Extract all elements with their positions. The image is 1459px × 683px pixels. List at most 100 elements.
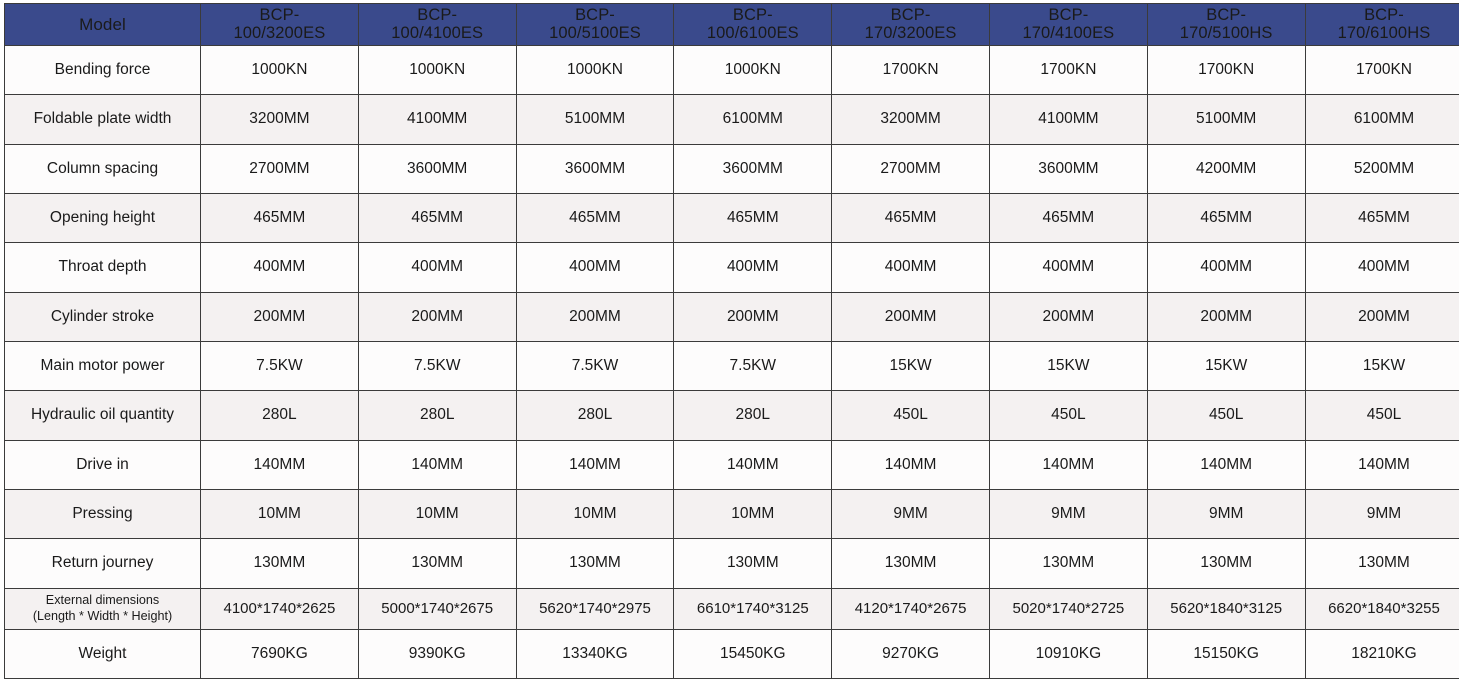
table-cell: 15450KG [673,628,833,680]
table-cell: 5620*1740*2975 [515,587,675,630]
table-cell: 1700KN [831,44,990,96]
table-cell: 1700KN [988,44,1148,96]
header-cell-model-3: BCP- 100/5100ES [515,3,675,46]
table-cell: 4100MM [357,94,517,145]
header-model-prefix: BCP- [1364,6,1404,24]
table-row: Throat depth 400MM 400MM 400MM 400MM 400MM 400… [4,242,1459,293]
table-cell: 450L [1146,390,1306,441]
table-cell: 1000KN [673,44,833,96]
row-label-line2: (Length * Width * Height) [32,608,173,623]
table-cell: 15KW [1146,340,1306,392]
header-model-suffix: 170/4100ES [1022,24,1115,43]
table-cell: 5200MM [1304,143,1459,194]
table-cell: 465MM [515,192,675,244]
table-cell: 9MM [1304,488,1459,540]
header-cell-model-2: BCP- 100/4100ES [357,3,517,46]
table-cell: 3600MM [357,143,517,194]
table-cell: 280L [673,390,833,441]
table-cell: 1000KN [357,44,517,96]
table-cell: 3600MM [673,143,833,194]
table-cell: 130MM [515,538,675,589]
table-row: Main motor power 7.5KW 7.5KW 7.5KW 7.5KW 15KW… [4,340,1459,392]
table-cell: 15KW [1304,340,1459,392]
row-label: External dimensions (Length * Width * Hei… [4,587,201,630]
table-cell: 400MM [200,242,359,293]
table-cell: 4100*1740*2625 [200,587,359,630]
header-model-prefix: BCP- [259,6,300,24]
table-cell: 465MM [1304,192,1459,244]
table-cell: 465MM [1146,192,1306,244]
table-cell: 200MM [200,291,359,342]
table-cell: 465MM [988,192,1148,244]
header-model-suffix: 170/5100HS [1179,24,1273,43]
header-model-suffix: 170/3200ES [864,24,957,43]
table-cell: 140MM [988,439,1148,490]
table-cell: 7.5KW [200,340,359,392]
table-cell: 450L [1304,390,1459,441]
table-cell: 280L [515,390,675,441]
table-cell: 400MM [831,242,990,293]
row-label: Foldable plate width [4,94,201,145]
table-cell: 13340KG [515,628,675,680]
table-cell: 140MM [515,439,675,490]
table-row: Return journey 130MM 130MM 130MM 130MM 130MM 1… [4,538,1459,589]
table-cell: 5620*1840*3125 [1146,587,1306,630]
table-cell: 15150KG [1146,628,1306,680]
table-row: Opening height 465MM 465MM 465MM 465MM 465MM 4… [4,192,1459,244]
table-cell: 7690KG [200,628,359,680]
table-cell: 2700MM [831,143,990,194]
table-cell: 140MM [831,439,990,490]
row-label: Return journey [4,538,201,589]
header-cell-model: Model [4,3,201,46]
row-label: Main motor power [4,340,201,392]
header-model-prefix: BCP- [732,6,773,24]
table-cell: 10MM [200,488,359,540]
table-cell: 400MM [988,242,1148,293]
table-cell: 7.5KW [357,340,517,392]
table-row: Bending force 1000KN 1000KN 1000KN 1000KN 170… [4,44,1459,96]
table-cell: 5020*1740*2725 [988,587,1148,630]
table-cell: 9MM [988,488,1148,540]
table-cell: 280L [200,390,359,441]
header-model-suffix: 100/4100ES [391,24,484,43]
table-cell: 10MM [357,488,517,540]
row-label: Drive in [4,439,201,490]
table-cell: 9270KG [831,628,990,680]
header-cell-model-1: BCP- 100/3200ES [200,3,359,46]
table-cell: 400MM [673,242,833,293]
table-row: Hydraulic oil quantity 280L 280L 280L 280L 45… [4,390,1459,441]
table-cell: 4120*1740*2675 [831,587,990,630]
row-label: Opening height [4,192,201,244]
table-cell: 1700KN [1146,44,1306,96]
table-cell: 140MM [1304,439,1459,490]
header-model-prefix: BCP- [417,6,458,24]
table-row: External dimensions (Length * Width * Hei… [4,587,1459,630]
row-label: Column spacing [4,143,201,194]
row-label: Hydraulic oil quantity [4,390,201,441]
table-cell: 6100MM [673,94,833,145]
header-model-prefix: BCP- [890,6,931,24]
table-cell: 3600MM [988,143,1148,194]
table-cell: 15KW [831,340,990,392]
header-model-suffix: 100/6100ES [706,24,799,43]
table-cell: 200MM [673,291,833,342]
table-cell: 400MM [1304,242,1459,293]
table-cell: 2700MM [200,143,359,194]
table-cell: 465MM [673,192,833,244]
table-cell: 9MM [831,488,990,540]
header-cell-model-7: BCP- 170/5100HS [1146,3,1306,46]
table-cell: 5100MM [515,94,675,145]
table-cell: 200MM [988,291,1148,342]
table-cell: 6620*1840*3255 [1304,587,1459,630]
table-cell: 5000*1740*2675 [357,587,517,630]
header-model-suffix: 100/3200ES [233,24,326,43]
table-cell: 130MM [1146,538,1306,589]
table-cell: 7.5KW [515,340,675,392]
table-row: Foldable plate width 3200MM 4100MM 5100MM 61… [4,94,1459,145]
table-cell: 200MM [1304,291,1459,342]
table-cell: 465MM [831,192,990,244]
table-cell: 4200MM [1146,143,1306,194]
header-cell-model-8: BCP- 170/6100HS [1304,3,1459,46]
row-label: Pressing [4,488,201,540]
